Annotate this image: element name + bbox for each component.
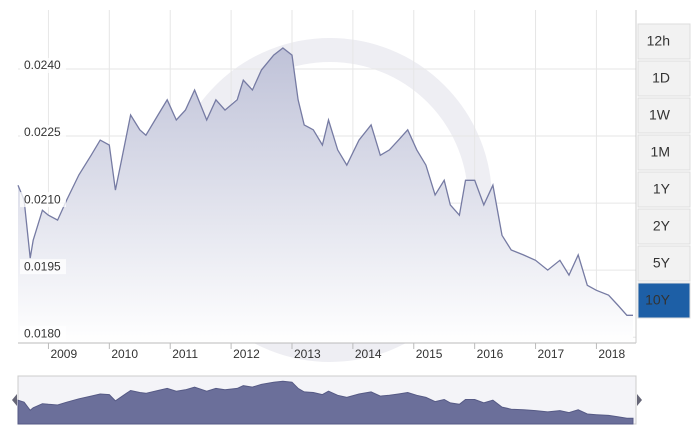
range-button-bg (637, 97, 691, 134)
y-tick-label: 0.0240 (24, 58, 61, 72)
range-button-bg (637, 171, 691, 208)
range-button-label: 1W (649, 107, 671, 123)
navigator-handle[interactable] (12, 394, 17, 406)
navigator-area (17, 380, 634, 425)
x-tick-label: 2014 (355, 347, 382, 361)
y-tick-label: 0.0210 (24, 192, 61, 206)
y-tick-label-bg (20, 259, 66, 275)
range-button[interactable]: 1W (637, 97, 691, 134)
y-tick-label: 0.0195 (24, 259, 61, 273)
range-button[interactable]: 1Y (637, 171, 691, 208)
x-tick-label: 2015 (416, 347, 443, 361)
range-button-label: 10Y (645, 292, 671, 308)
x-tick-label: 2016 (477, 347, 504, 361)
range-button-label: 12h (647, 33, 670, 49)
y-tick-label: 0.0225 (24, 125, 61, 139)
range-button-bg (637, 23, 691, 60)
x-tick-label: 2011 (172, 347, 198, 361)
x-tick-label: 2017 (538, 347, 565, 361)
y-tick-label-bg (20, 192, 66, 208)
x-tick-label: 2010 (111, 347, 138, 361)
range-selector: 12h 1D 1W 1M 1Y 2Y 5Y 10Y (637, 23, 691, 319)
y-tick-label-bg (20, 326, 66, 342)
range-button-bg (637, 245, 691, 282)
range-button-label: 2Y (653, 218, 671, 234)
range-button-bg (637, 60, 691, 97)
range-button-label: 1D (652, 70, 670, 86)
x-tick-label: 2012 (233, 347, 260, 361)
range-button-bg (637, 282, 691, 319)
range-button-bg (637, 134, 691, 171)
area (18, 48, 633, 343)
y-tick-label: 0.0180 (24, 326, 61, 340)
range-button-label: 1M (651, 144, 670, 160)
range-button[interactable]: 10Y (637, 282, 691, 319)
navigator-series (17, 380, 634, 425)
y-tick-label-bg (20, 58, 66, 74)
x-tick-label: 2013 (294, 347, 321, 361)
plot-area: 0.0180 0.0195 0.0210 0.0225 0.0240 2009 2010 20… (17, 10, 637, 361)
navigator-handle[interactable] (637, 394, 642, 406)
range-button[interactable]: 5Y (637, 245, 691, 282)
y-tick-label-bg (20, 125, 66, 141)
range-button-bg (637, 208, 691, 245)
range-button-label: 5Y (653, 255, 671, 271)
range-button-label: 1Y (653, 181, 671, 197)
range-button[interactable]: 12h (637, 23, 691, 60)
range-button[interactable]: 1M (637, 134, 691, 171)
x-tick-label: 2018 (598, 347, 625, 361)
x-tick-label: 2009 (50, 347, 77, 361)
range-button[interactable]: 1D (637, 60, 691, 97)
range-button[interactable]: 2Y (637, 208, 691, 245)
line (17, 47, 633, 316)
